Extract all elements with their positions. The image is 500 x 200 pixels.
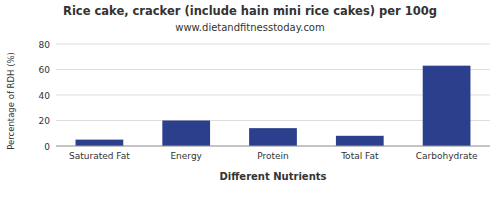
y-tick-label: 40: [39, 91, 51, 101]
grid-line: [56, 44, 490, 45]
x-axis-line: [56, 146, 490, 147]
y-tick-label: 0: [44, 142, 50, 152]
bars: [76, 66, 471, 146]
bar: [423, 66, 471, 146]
x-tick-label: Carbohydrate: [416, 151, 478, 161]
y-axis: 0 20 40 60 80: [39, 40, 490, 152]
x-axis-label: Different Nutrients: [220, 171, 327, 182]
x-tick-label: Energy: [170, 151, 202, 161]
grid-line: [56, 146, 490, 147]
chart: Rice cake, cracker (include hain mini ri…: [0, 0, 500, 200]
subtitle: www.dietandfitnesstoday.com: [175, 22, 324, 33]
y-tick-label: 60: [39, 65, 51, 75]
bar: [76, 140, 124, 146]
bar: [249, 128, 297, 146]
x-tick-label: Saturated Fat: [69, 151, 130, 161]
y-tick-label: 20: [39, 116, 51, 126]
y-axis-label: Percentage of RDH (%): [6, 52, 16, 150]
x-tick-label: Total Fat: [340, 151, 379, 161]
title: Rice cake, cracker (include hain mini ri…: [63, 4, 437, 18]
bar: [336, 136, 384, 146]
x-axis: Saturated Fat Energy Protein Total Fat Carbo…: [69, 151, 478, 161]
x-tick-label: Protein: [257, 151, 289, 161]
y-tick-label: 80: [39, 40, 51, 50]
bar: [162, 121, 210, 147]
